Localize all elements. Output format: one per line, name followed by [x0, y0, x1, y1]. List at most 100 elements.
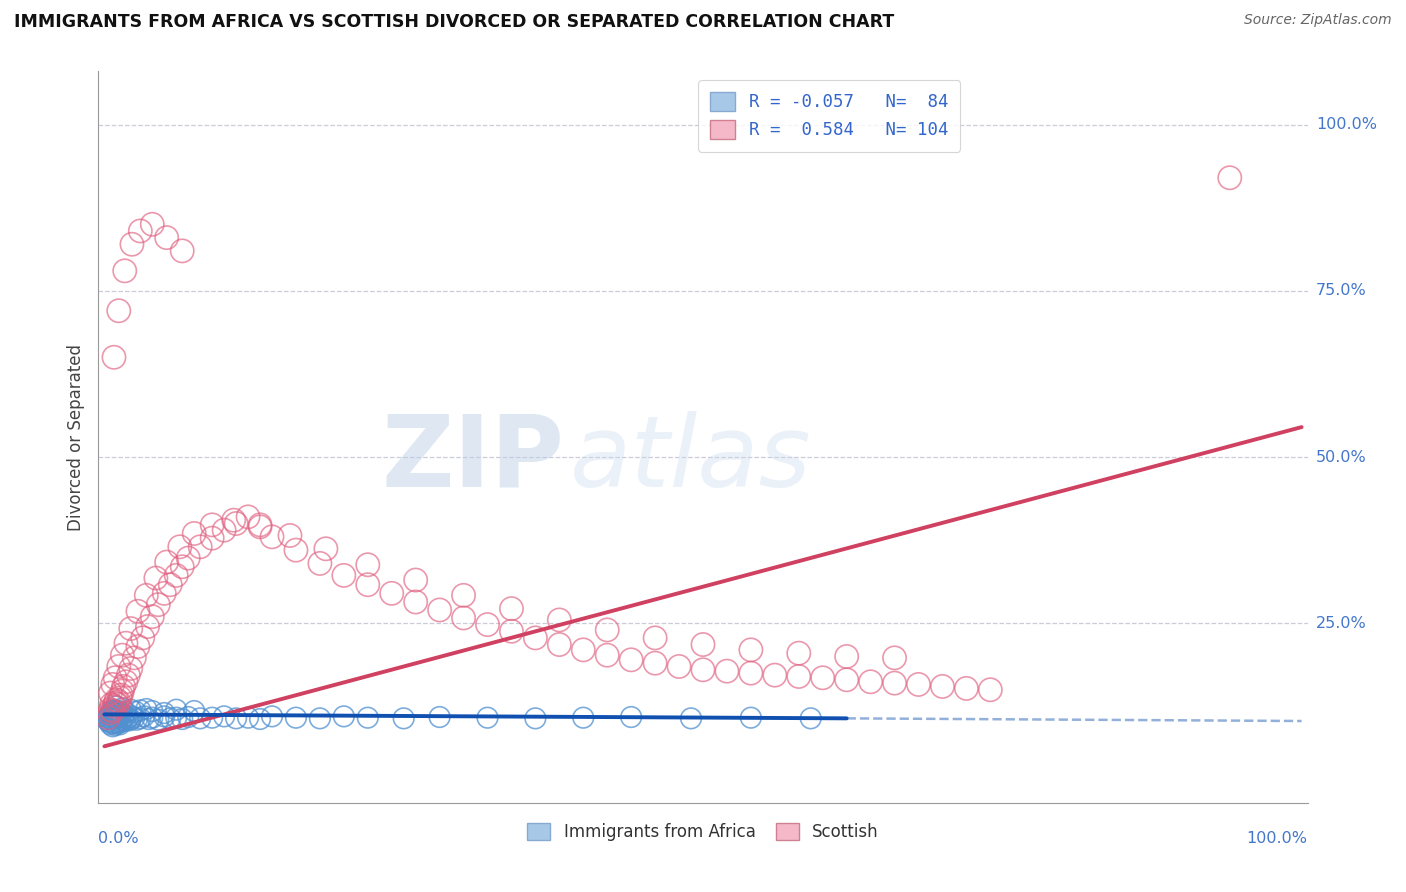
Point	[105, 709, 128, 723]
Point	[141, 217, 163, 231]
Point	[107, 714, 129, 728]
Text: Source: ZipAtlas.com: Source: ZipAtlas.com	[1244, 13, 1392, 28]
Point	[132, 631, 155, 645]
Point	[429, 710, 451, 724]
Point	[132, 709, 155, 723]
Point	[101, 704, 124, 718]
Point	[260, 709, 283, 723]
Point	[129, 703, 152, 717]
Point	[121, 237, 143, 252]
Point	[124, 650, 146, 665]
Point	[103, 711, 125, 725]
Point	[105, 716, 128, 731]
Point	[108, 709, 131, 723]
Point	[188, 540, 211, 554]
Point	[260, 530, 283, 544]
Point	[883, 676, 905, 690]
Text: 100.0%: 100.0%	[1316, 117, 1376, 132]
Point	[101, 713, 124, 727]
Point	[103, 699, 125, 714]
Point	[453, 588, 475, 602]
Point	[883, 650, 905, 665]
Point	[107, 707, 129, 722]
Point	[222, 513, 245, 527]
Point	[212, 709, 235, 723]
Point	[236, 509, 259, 524]
Point	[141, 609, 163, 624]
Point	[172, 244, 194, 258]
Point	[392, 711, 415, 725]
Point	[165, 568, 187, 582]
Point	[129, 224, 152, 238]
Point	[201, 531, 224, 545]
Text: 50.0%: 50.0%	[1316, 450, 1367, 465]
Point	[111, 701, 134, 715]
Point	[114, 714, 136, 728]
Point	[100, 717, 122, 731]
Y-axis label: Divorced or Separated: Divorced or Separated	[66, 343, 84, 531]
Point	[763, 668, 786, 682]
Point	[548, 613, 571, 627]
Point	[111, 713, 134, 727]
Point	[118, 714, 141, 728]
Point	[159, 711, 181, 725]
Point	[477, 617, 499, 632]
Point	[249, 520, 271, 534]
Point	[668, 659, 690, 673]
Point	[103, 351, 125, 365]
Point	[115, 709, 138, 723]
Point	[524, 711, 547, 725]
Point	[96, 713, 118, 727]
Point	[835, 673, 858, 687]
Point	[104, 718, 127, 732]
Point	[127, 640, 149, 654]
Point	[153, 709, 176, 723]
Point	[100, 686, 122, 700]
Point	[1219, 170, 1241, 185]
Point	[740, 643, 762, 657]
Point	[800, 711, 823, 725]
Text: 25.0%: 25.0%	[1316, 615, 1367, 631]
Point	[101, 719, 124, 733]
Point	[405, 595, 427, 609]
Point	[117, 668, 139, 682]
Point	[156, 230, 179, 244]
Point	[127, 604, 149, 618]
Point	[124, 705, 146, 719]
Text: IMMIGRANTS FROM AFRICA VS SCOTTISH DIVORCED OR SEPARATED CORRELATION CHART: IMMIGRANTS FROM AFRICA VS SCOTTISH DIVOR…	[14, 13, 894, 31]
Point	[153, 706, 176, 720]
Point	[333, 568, 356, 582]
Point	[104, 696, 127, 710]
Point	[165, 703, 187, 717]
Point	[644, 656, 666, 670]
Point	[100, 703, 122, 717]
Point	[107, 659, 129, 673]
Point	[524, 631, 547, 645]
Point	[907, 677, 929, 691]
Point	[357, 577, 380, 591]
Point	[284, 711, 307, 725]
Point	[225, 711, 247, 725]
Point	[148, 713, 170, 727]
Point	[100, 698, 122, 712]
Point	[501, 624, 523, 639]
Point	[115, 706, 138, 720]
Text: 100.0%: 100.0%	[1247, 830, 1308, 846]
Point	[97, 711, 120, 725]
Point	[141, 704, 163, 718]
Point	[153, 586, 176, 600]
Point	[98, 706, 121, 720]
Text: ZIP: ZIP	[381, 410, 564, 508]
Point	[98, 708, 121, 723]
Point	[787, 669, 810, 683]
Point	[309, 711, 332, 725]
Point	[107, 716, 129, 731]
Point	[225, 516, 247, 531]
Point	[112, 711, 135, 725]
Point	[183, 704, 205, 718]
Point	[115, 674, 138, 689]
Point	[103, 704, 125, 718]
Point	[108, 690, 131, 705]
Point	[620, 653, 643, 667]
Point	[125, 713, 148, 727]
